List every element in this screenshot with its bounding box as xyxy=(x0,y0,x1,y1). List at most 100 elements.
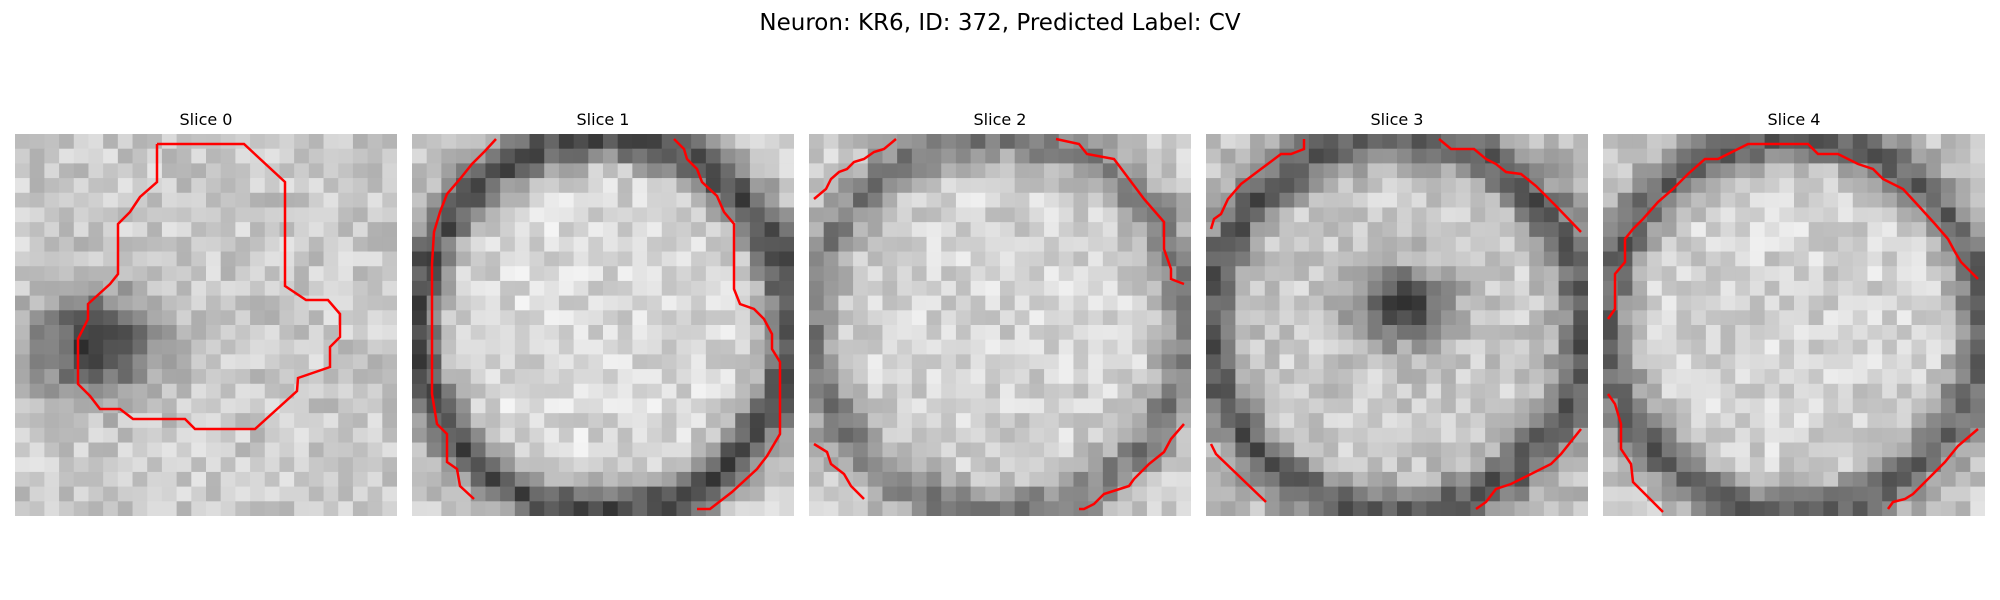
image-pixel xyxy=(1132,369,1148,385)
image-pixel xyxy=(1632,178,1648,194)
image-pixel xyxy=(544,501,560,516)
image-pixel xyxy=(867,310,884,326)
image-pixel xyxy=(617,427,633,444)
image-pixel xyxy=(1323,369,1339,385)
image-pixel xyxy=(661,354,678,370)
image-pixel xyxy=(779,442,794,458)
image-pixel xyxy=(1455,178,1472,194)
image-pixel xyxy=(1485,295,1501,311)
image-pixel xyxy=(1970,134,1985,150)
image-pixel xyxy=(1029,236,1045,253)
image-pixel xyxy=(1279,486,1295,502)
image-pixel xyxy=(1632,369,1648,385)
image-pixel xyxy=(1323,295,1339,311)
image-pixel xyxy=(1543,207,1560,223)
image-pixel xyxy=(867,236,884,253)
image-pixel xyxy=(367,486,383,502)
image-pixel xyxy=(955,442,972,458)
image-pixel xyxy=(206,192,222,209)
image-pixel xyxy=(367,163,383,179)
image-pixel xyxy=(1661,354,1678,370)
image-pixel xyxy=(1220,501,1236,516)
image-pixel xyxy=(1970,236,1985,253)
image-pixel xyxy=(676,280,692,297)
image-pixel xyxy=(1705,178,1722,194)
image-pixel xyxy=(1426,383,1442,400)
image-pixel xyxy=(1308,501,1325,516)
image-pixel xyxy=(191,207,207,223)
image-pixel xyxy=(470,163,487,179)
image-pixel xyxy=(911,280,928,297)
image-pixel xyxy=(1749,163,1766,179)
image-pixel xyxy=(676,266,692,282)
image-pixel xyxy=(676,178,692,194)
image-pixel xyxy=(1146,148,1163,164)
image-pixel xyxy=(1235,427,1251,444)
image-pixel xyxy=(1161,471,1177,488)
image-pixel xyxy=(1176,354,1191,370)
image-pixel xyxy=(970,471,986,488)
image-pixel xyxy=(809,354,825,370)
image-pixel xyxy=(1823,163,1839,179)
image-pixel xyxy=(1838,398,1854,414)
image-pixel xyxy=(1206,310,1222,326)
image-pixel xyxy=(1691,207,1707,223)
image-pixel xyxy=(220,178,236,194)
image-pixel xyxy=(279,266,295,282)
image-pixel xyxy=(206,236,222,253)
image-pixel xyxy=(1176,501,1191,516)
image-pixel xyxy=(308,295,325,311)
image-pixel xyxy=(29,383,45,400)
image-pixel xyxy=(617,383,633,400)
image-pixel xyxy=(1867,192,1883,209)
image-pixel xyxy=(1426,236,1442,253)
image-pixel xyxy=(73,222,90,238)
image-pixel xyxy=(1485,383,1501,400)
image-pixel xyxy=(1352,178,1369,194)
image-pixel xyxy=(382,207,397,223)
image-pixel xyxy=(1294,236,1310,253)
image-pixel xyxy=(985,266,1001,282)
image-pixel xyxy=(161,471,178,488)
image-pixel xyxy=(823,134,839,150)
image-pixel xyxy=(1176,148,1191,164)
image-pixel xyxy=(59,501,75,516)
image-pixel xyxy=(1720,163,1736,179)
image-pixel xyxy=(897,207,913,223)
image-pixel xyxy=(382,178,397,194)
image-pixel xyxy=(1735,413,1751,429)
image-pixel xyxy=(926,310,942,326)
image-pixel xyxy=(1720,442,1736,458)
image-pixel xyxy=(676,427,692,444)
image-pixel xyxy=(308,413,325,429)
image-pixel xyxy=(1117,192,1133,209)
image-pixel xyxy=(1940,251,1957,267)
image-pixel xyxy=(470,354,487,370)
image-pixel xyxy=(412,325,428,341)
image-pixel xyxy=(1794,280,1810,297)
image-pixel xyxy=(191,310,207,326)
image-pixel xyxy=(1632,310,1648,326)
image-pixel xyxy=(147,383,163,400)
image-pixel xyxy=(1161,354,1177,370)
image-pixel xyxy=(117,134,134,150)
image-pixel xyxy=(1499,501,1516,516)
image-pixel xyxy=(1485,457,1501,473)
image-pixel xyxy=(1294,295,1310,311)
image-pixel xyxy=(955,457,972,473)
image-pixel xyxy=(1264,266,1281,282)
image-pixel xyxy=(985,134,1001,150)
image-pixel xyxy=(1882,295,1898,311)
image-pixel xyxy=(176,427,192,444)
image-pixel xyxy=(955,369,972,385)
image-pixel xyxy=(514,222,531,238)
image-pixel xyxy=(1029,354,1045,370)
image-pixel xyxy=(529,295,545,311)
image-pixel xyxy=(735,442,751,458)
image-pixel xyxy=(500,413,516,429)
image-pixel xyxy=(1176,236,1191,253)
image-pixel xyxy=(206,501,222,516)
image-pixel xyxy=(220,457,236,473)
image-pixel xyxy=(617,413,633,429)
image-pixel xyxy=(1955,310,1971,326)
